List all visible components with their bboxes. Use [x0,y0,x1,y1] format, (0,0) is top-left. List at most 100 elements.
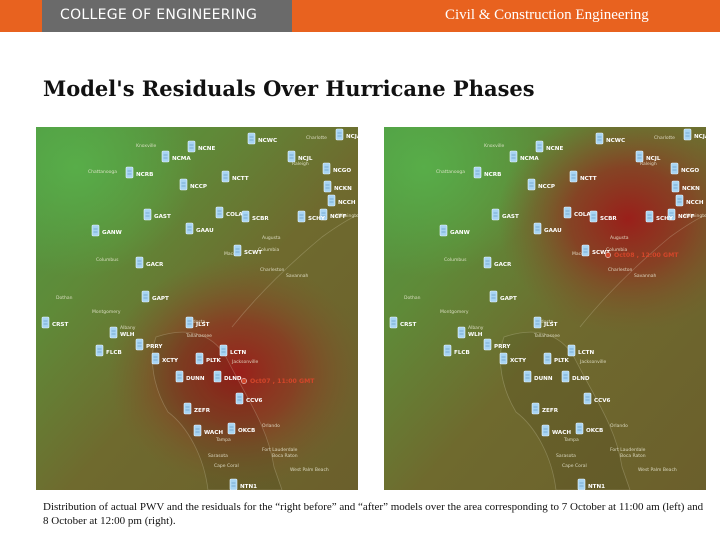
station-label: GAST [154,214,171,220]
station-label: GACR [494,262,512,268]
station-label: FLCB [106,350,122,356]
station-marker: JLST [185,316,210,329]
place-label: Knoxville [484,143,504,149]
station-label: SCWT [592,250,610,256]
station-marker: FLCB [443,344,470,357]
station-label: NCKN [682,186,700,192]
place-label: Boca Raton [620,453,646,459]
station-marker: DUNN [523,370,553,383]
station-marker: NCCP [179,178,207,191]
station-label: OKCB [586,428,603,434]
station-marker: NCCH [675,194,704,207]
place-label: Tallahassee [185,333,212,339]
station-label: CCV6 [246,398,263,404]
residual-map-left: Chattanooga Knoxville Charlotte Columbia Mac… [36,127,358,490]
place-label: Sarasota [556,453,576,459]
place-label: Tampa [563,437,579,443]
station-marker: NCFF [319,208,347,221]
station-label: CRST [52,322,68,328]
station-marker: NCNE [187,140,215,153]
station-marker: NCGO [322,162,351,175]
station-marker: COLA [563,206,591,219]
place-label: Macon [224,251,239,257]
station-label: PRRY [494,344,511,350]
station-label: NCGO [681,168,699,174]
station-label: PRRY [146,344,163,350]
station-label: SCWT [244,250,262,256]
station-marker: NCWC [595,132,625,145]
station-label: NCCP [190,184,207,190]
station-marker: NCCH [327,194,356,207]
station-marker: GACR [483,256,512,269]
place-label: Fort Lauderdale [610,447,646,453]
place-label: Savannah [286,273,308,279]
station-label: WLH [468,332,483,338]
station-marker: SCHY [297,210,326,223]
station-marker: OKCB [575,422,603,435]
place-label: Chattanooga [88,169,117,175]
place-label: Augusta [262,235,281,241]
event-marker: Oct08 , 12:00 GMT [605,252,679,259]
station-marker: COLA [215,206,243,219]
place-label: Montgomery [440,309,469,315]
place-label: Tallahassee [533,333,560,339]
place-label: Boca Raton [272,453,298,459]
station-marker: CCV6 [235,392,263,405]
station-label: XCTY [510,358,527,364]
station-marker: NCNE [535,140,563,153]
station-marker: DLND [213,370,242,383]
station-marker: SCWT [233,244,262,257]
department-name: Civil & Construction Engineering [445,7,649,23]
figure-caption: Distribution of actual PWV and the resid… [43,501,704,527]
station-label: NCTT [580,176,597,182]
event-marker: Oct07 , 11:00 GMT [241,378,315,385]
station-marker: CRST [389,316,416,329]
station-marker: GANW [91,224,122,237]
station-label: DUNN [534,376,553,382]
station-marker: GAAU [185,222,214,235]
station-label: GAAU [544,228,562,234]
place-label: Charlotte [654,135,675,141]
station-label: NCMA [172,156,191,162]
place-label: Columbia [258,247,279,253]
station-marker: JLST [533,316,558,329]
station-marker: GACR [135,256,164,269]
station-label: GAAU [196,228,214,234]
place-label: West Palm Beach [638,467,677,473]
station-marker: OKCB [227,422,255,435]
residual-map-right: Chattanooga Knoxville Charlotte Columbia Mac… [384,127,706,490]
place-label: Charleston [608,267,632,273]
station-label: GANW [450,230,470,236]
place-label: Albany [120,325,136,331]
station-label: DUNN [186,376,205,382]
station-label: NCGO [333,168,351,174]
station-marker: NCFF [667,208,695,221]
place-label: Jacksonville [579,359,607,365]
place-label: Orlando [262,423,280,429]
station-label: SCBR [600,216,617,222]
place-label: Valdosta [534,319,553,325]
station-label: NCRB [136,172,153,178]
station-label: NCFF [678,214,695,220]
place-label: Cape Coral [562,463,587,469]
station-marker: NCKN [671,180,700,193]
station-marker: WLH [457,326,483,339]
place-label: Sarasota [208,453,228,459]
place-label: Columbia [606,247,627,253]
station-label: COLA [226,212,243,218]
station-label: NCNE [546,146,563,152]
place-label: Charlotte [306,135,327,141]
station-label: NCCH [338,200,356,206]
station-marker: GAPT [489,290,517,303]
station-marker: LCTN [219,344,246,357]
station-marker: GAST [143,208,171,221]
event-label: Oct08 , 12:00 GMT [614,252,679,259]
station-label: NCJL [646,156,661,162]
station-label: NCRB [484,172,501,178]
station-label: OKCB [238,428,255,434]
place-label: Columbus [444,257,467,263]
station-marker: XCTY [499,352,527,365]
station-label: SCHY [308,216,326,222]
station-marker: CCV6 [583,392,611,405]
station-marker: NCTT [221,170,249,183]
